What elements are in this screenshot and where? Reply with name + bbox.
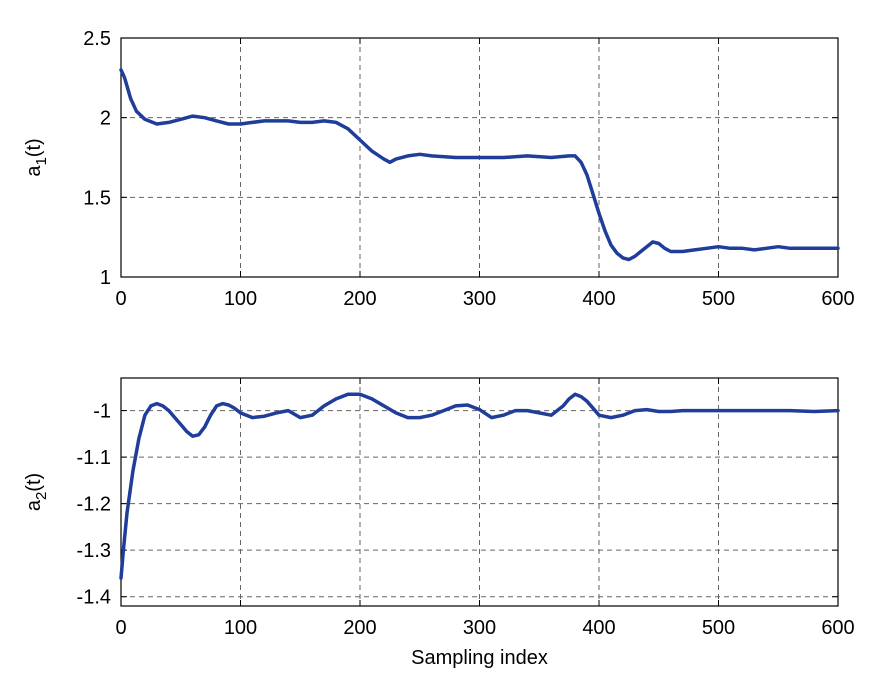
chart-1-ytick-label-1: 1.5 <box>83 187 111 209</box>
chart-2-xtick-label-6: 600 <box>821 617 854 639</box>
chart-1-xtick-label-3: 300 <box>463 288 496 310</box>
chart-2-series-line-0 <box>119 392 840 580</box>
chart-1-ytick-label-2: 2 <box>100 108 111 130</box>
chart-1-xtick-label-2: 200 <box>343 288 376 310</box>
chart-1-xtick-label-4: 400 <box>582 288 615 310</box>
chart-2-ylabel: a2(t) <box>23 473 50 511</box>
chart-2-ytick-label-4: -1 <box>93 401 111 423</box>
chart-2-ylabel-tail: (t) <box>23 473 45 492</box>
chart-2-xtick-label-0: 0 <box>115 617 126 639</box>
chart-1-ylabel: a1(t) <box>23 138 50 176</box>
chart-2-xtick-label-1: 100 <box>224 617 257 639</box>
chart-1-xtick-label-1: 100 <box>224 288 257 310</box>
chart-1-ylabel-main: a <box>23 165 45 177</box>
chart-2-ytick-label-1: -1.3 <box>77 540 111 562</box>
chart-2-ytick-label-3: -1.1 <box>77 447 111 469</box>
chart-1-series-line-0 <box>119 68 840 262</box>
chart-2-xlabel: Sampling index <box>411 647 548 669</box>
chart-2-xtick-label-3: 300 <box>463 617 496 639</box>
chart-2-xtick-label-2: 200 <box>343 617 376 639</box>
chart-1-ytick-label-3: 2.5 <box>83 28 111 50</box>
chart-2-ytick-label-2: -1.2 <box>77 494 111 516</box>
chart-2-ylabel-main: a <box>23 499 45 511</box>
chart-1-xtick-label-5: 500 <box>702 288 735 310</box>
chart-2-xtick-label-4: 400 <box>582 617 615 639</box>
chart-1-xtick-label-0: 0 <box>115 288 126 310</box>
chart-1-ylabel-sub: 1 <box>33 157 50 165</box>
chart-2-ylabel-sub: 2 <box>33 492 50 500</box>
chart-1-ytick-label-0: 1 <box>100 267 111 289</box>
chart-2-ytick-label-0: -1.4 <box>77 587 111 609</box>
chart-1-ylabel-tail: (t) <box>23 138 45 157</box>
plot-a2: 0 100 200 300 400 500 600 -1.4 -1.3 -1.2 -1.1 -1 a2(… <box>23 377 855 669</box>
chart-2-xtick-label-5: 500 <box>702 617 735 639</box>
chart-1-xtick-label-6: 600 <box>821 288 854 310</box>
